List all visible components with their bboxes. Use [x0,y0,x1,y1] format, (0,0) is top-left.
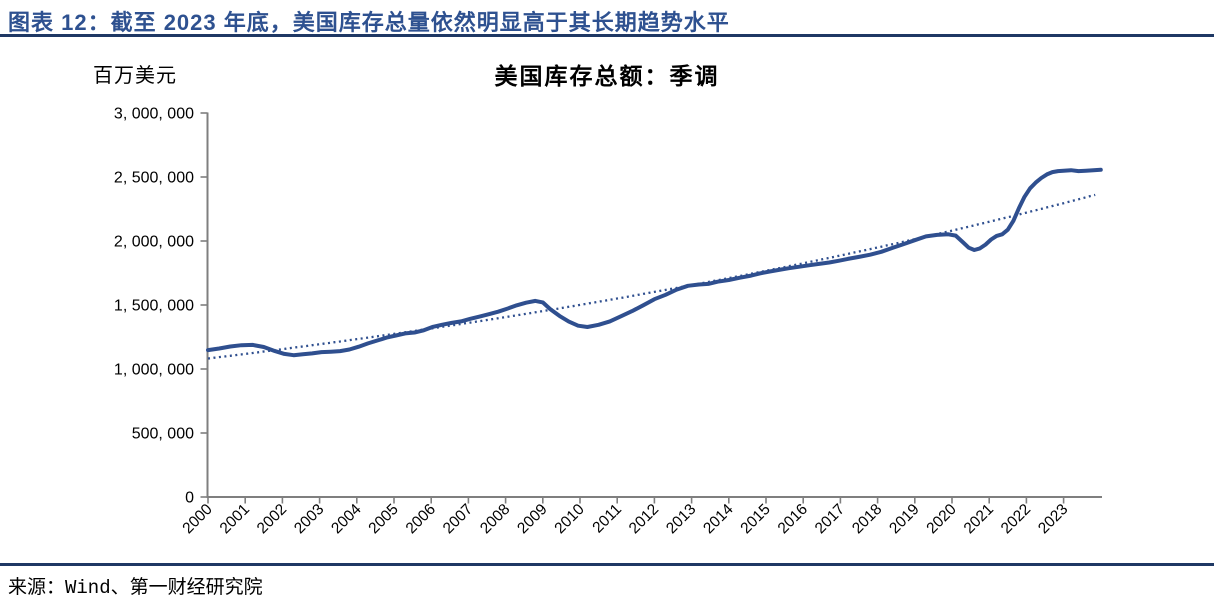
inventory-line [206,167,1103,358]
svg-text:2, 000, 000: 2, 000, 000 [114,234,194,251]
svg-text:2011: 2011 [589,501,625,537]
x-axis-ticks: 2000 2001 2002 2003 2004 2005 2006 2007 2008 2009… [179,497,1071,537]
svg-text:2021: 2021 [961,501,997,537]
svg-text:500, 000: 500, 000 [132,426,194,443]
header-rule [0,34,1214,37]
svg-text:2017: 2017 [812,501,848,537]
svg-text:2020: 2020 [923,501,960,538]
svg-text:2006: 2006 [403,501,439,537]
svg-text:2007: 2007 [440,501,476,537]
chart-title: 美国库存总额：季调 [494,63,720,89]
svg-text:2015: 2015 [737,501,773,537]
svg-text:2023: 2023 [1035,501,1071,537]
svg-text:2016: 2016 [775,501,811,537]
svg-text:2022: 2022 [998,501,1034,537]
svg-text:0: 0 [185,490,194,507]
svg-text:2019: 2019 [886,501,922,537]
figure-caption-text: 图表 12：截至 2023 年底，美国库存总量依然明显高于其长期趋势水平 [8,10,730,35]
source-text: 来源：Wind、第一财经研究院 [8,577,263,599]
svg-text:2018: 2018 [849,501,885,537]
svg-text:2012: 2012 [626,501,662,537]
svg-text:2, 500, 000: 2, 500, 000 [114,170,194,187]
axes [206,112,1102,498]
svg-text:3, 000, 000: 3, 000, 000 [114,106,194,123]
svg-text:2002: 2002 [254,501,290,537]
svg-text:2010: 2010 [551,501,588,538]
svg-text:1, 500, 000: 1, 500, 000 [114,298,194,315]
svg-text:2001: 2001 [217,501,253,537]
svg-text:2005: 2005 [365,501,401,537]
figure-caption: 图表 12：截至 2023 年底，美国库存总量依然明显高于其长期趋势水平 [8,5,1208,37]
footer-rule [0,563,1214,566]
svg-text:2014: 2014 [700,501,737,538]
trend-line [207,193,1096,360]
y-axis-unit-label: 百万美元 [93,65,177,87]
svg-text:2008: 2008 [477,501,513,537]
svg-text:2009: 2009 [514,501,550,537]
y-axis-ticks: 0 500, 000 1, 000, 000 1, 500, 000 2, 000, 0… [114,106,208,507]
svg-text:2004: 2004 [328,501,365,538]
svg-text:2013: 2013 [663,501,699,537]
svg-text:2003: 2003 [291,501,327,537]
svg-text:1, 000, 000: 1, 000, 000 [114,362,194,379]
